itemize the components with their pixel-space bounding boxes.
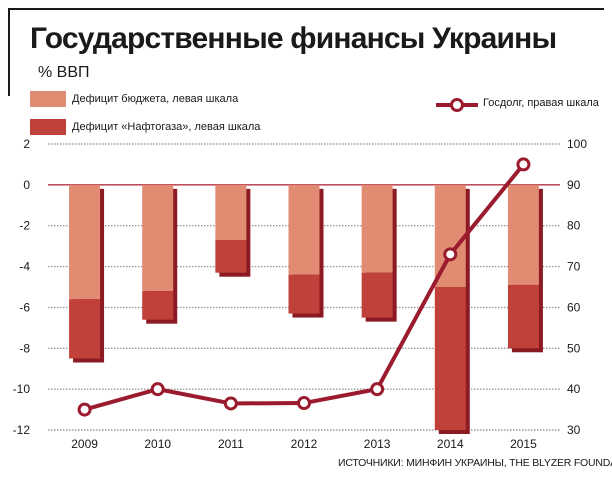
debt-point: [516, 157, 531, 172]
right-tick-label: 50: [567, 341, 581, 355]
right-tick-label: 70: [567, 260, 581, 274]
bar-budget: [142, 184, 174, 292]
right-tick-label: 90: [567, 178, 581, 192]
bar-budget: [507, 184, 539, 285]
legend-label-debt: Госдолг, правая шкала: [483, 97, 599, 109]
bar-naftogaz: [434, 287, 466, 430]
x-tick-label: 2011: [218, 437, 244, 451]
right-tick-label: 100: [567, 137, 587, 151]
bar-naftogaz: [215, 240, 247, 273]
right-tick-label: 30: [567, 423, 581, 437]
debt-point: [297, 396, 311, 411]
legend-label-naftogaz: Дефицит «Нафтогаза», левая шкала: [72, 121, 261, 133]
bars: [69, 184, 543, 434]
x-tick-label: 2015: [510, 437, 537, 451]
bar-naftogaz: [361, 272, 393, 318]
bar-naftogaz: [142, 291, 174, 320]
debt-point: [370, 382, 385, 397]
left-tick-label: 2: [23, 137, 30, 151]
debt-point: [150, 382, 165, 397]
x-tick-label: 2010: [144, 437, 171, 451]
legend-swatch-budget: [30, 91, 66, 107]
left-tick-label: -12: [13, 423, 31, 437]
bar-budget: [361, 184, 393, 273]
left-tick-label: -4: [19, 260, 30, 274]
right-tick-label: 60: [567, 300, 581, 314]
x-tick-label: 2012: [291, 437, 318, 451]
bar-naftogaz: [507, 284, 539, 349]
legend-swatch-naftogaz: [30, 119, 66, 135]
debt-point: [77, 402, 92, 417]
frame-left-rule: [8, 8, 10, 96]
bar-budget: [69, 184, 101, 300]
left-tick-label: -2: [19, 219, 30, 233]
bar-budget: [288, 184, 320, 275]
debt-line: [77, 157, 531, 417]
chart-title: Государственные финансы Украины: [30, 22, 557, 55]
frame-top-rule: [8, 8, 604, 10]
left-tick-label: -8: [19, 341, 30, 355]
legend-debt-marker: [436, 98, 478, 112]
unit-label: % ВВП: [38, 64, 90, 81]
legend-label-budget: Дефицит бюджета, левая шкала: [72, 93, 239, 105]
bar-naftogaz: [69, 299, 101, 359]
x-tick-label: 2009: [71, 437, 98, 451]
left-tick-label: 0: [23, 178, 30, 192]
x-tick-label: 2013: [364, 437, 391, 451]
source-note: ИСТОЧНИКИ: МИНФИН УКРАИНЫ, THE BLYZER FO…: [338, 457, 612, 469]
left-tick-label: -6: [19, 300, 30, 314]
tick-labels: 2 0 -2 -4 -6 -8 -10 -12 100 90 80 70 60 50 40 30 2009 201…: [13, 137, 588, 451]
x-tick-label: 2014: [437, 437, 464, 451]
right-tick-label: 40: [567, 382, 581, 396]
bar-budget: [215, 184, 247, 241]
debt-point: [223, 396, 238, 411]
debt-point: [443, 247, 458, 262]
bar-naftogaz: [288, 274, 320, 314]
legend-debt-point: [450, 98, 464, 112]
left-tick-label: -10: [13, 382, 31, 396]
right-tick-label: 80: [567, 219, 581, 233]
